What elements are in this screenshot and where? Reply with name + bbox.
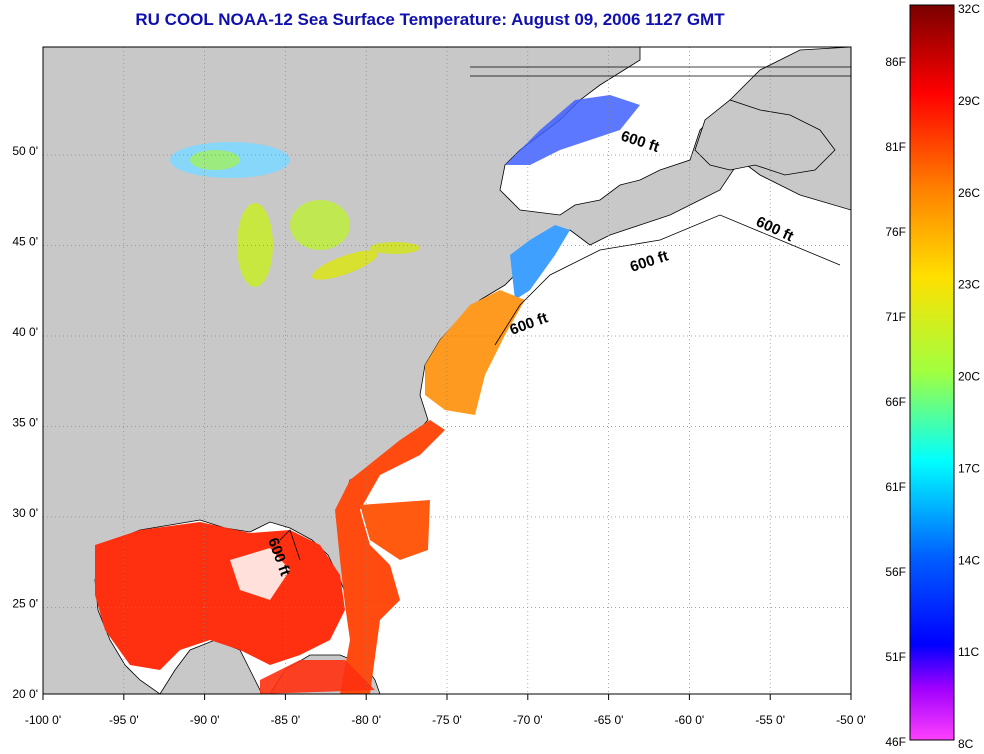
colorbar <box>909 4 955 741</box>
latitude-tick-label: 45 0' <box>12 235 38 249</box>
sst-gulf-of-mexico <box>95 522 345 670</box>
sst-southeast-coast <box>335 420 445 694</box>
colorbar-celsius-label: 20C <box>958 370 980 384</box>
latitude-tick-label: 40 0' <box>12 325 38 339</box>
sst-lake-huron <box>290 200 350 250</box>
sst-lake-ontario <box>370 242 420 254</box>
colorbar-celsius-label: 32C <box>958 2 980 16</box>
longitude-tick-label: -55 0' <box>755 713 785 727</box>
longitude-tick-label: -80 0' <box>351 713 381 727</box>
longitude-tick-label: -50 0' <box>836 713 866 727</box>
isobath-line-gulf <box>279 529 301 561</box>
colorbar-fahrenheit-label: 56F <box>885 565 906 579</box>
longitude-tick-label: -65 0' <box>594 713 624 727</box>
sst-lake-superior-warm <box>190 150 240 170</box>
sst-st-lawrence <box>505 95 640 165</box>
longitude-tick-label: -75 0' <box>432 713 462 727</box>
longitude-tick-label: -95 0' <box>109 713 139 727</box>
longitude-tick-label: -70 0' <box>513 713 543 727</box>
latitude-tick-label: 50 0' <box>12 144 38 158</box>
colorbar-fahrenheit-label: 71F <box>885 310 906 324</box>
latitude-tick-label: 35 0' <box>12 416 38 430</box>
latitude-tick-label: 30 0' <box>12 506 38 520</box>
longitude-tick-label: -90 0' <box>190 713 220 727</box>
longitude-tick-label: -85 0' <box>271 713 301 727</box>
land-newfoundland <box>694 99 836 176</box>
longitude-tick-label: -60 0' <box>675 713 705 727</box>
map-title: RU COOL NOAA-12 Sea Surface Temperature:… <box>135 10 725 29</box>
colorbar-fahrenheit-label: 86F <box>885 55 906 69</box>
colorbar-fahrenheit-label: 46F <box>885 735 906 749</box>
graticule <box>43 47 851 694</box>
colorbar-celsius-label: 29C <box>958 94 980 108</box>
sst-mid-atlantic <box>425 290 525 415</box>
colorbar-celsius-label: 17C <box>958 461 980 475</box>
colorbar-celsius-label: 23C <box>958 278 980 292</box>
sst-gulf-cloud <box>230 548 290 600</box>
sst-lake-erie <box>311 250 379 280</box>
sst-gulf-of-maine <box>510 225 570 300</box>
longitude-tick-label: -100 0' <box>25 713 61 727</box>
sst-caribbean <box>260 660 375 694</box>
colorbar-celsius-label: 8C <box>958 737 974 751</box>
colorbar-celsius-label: 26C <box>958 186 980 200</box>
colorbar-fahrenheit-label: 81F <box>885 140 906 154</box>
isobath-line <box>494 214 841 346</box>
sst-lake-michigan <box>237 203 273 287</box>
colorbar-fahrenheit-label: 61F <box>885 480 906 494</box>
latitude-tick-label: 25 0' <box>12 597 38 611</box>
sst-gulf-stream <box>360 500 430 560</box>
colorbar-celsius-label: 14C <box>958 553 980 567</box>
colorbar-fahrenheit-label: 66F <box>885 395 906 409</box>
latitude-tick-label: 20 0' <box>12 687 38 701</box>
colorbar-celsius-label: 11C <box>958 645 979 659</box>
colorbar-fahrenheit-label: 76F <box>885 225 906 239</box>
colorbar-fahrenheit-label: 51F <box>885 650 906 664</box>
